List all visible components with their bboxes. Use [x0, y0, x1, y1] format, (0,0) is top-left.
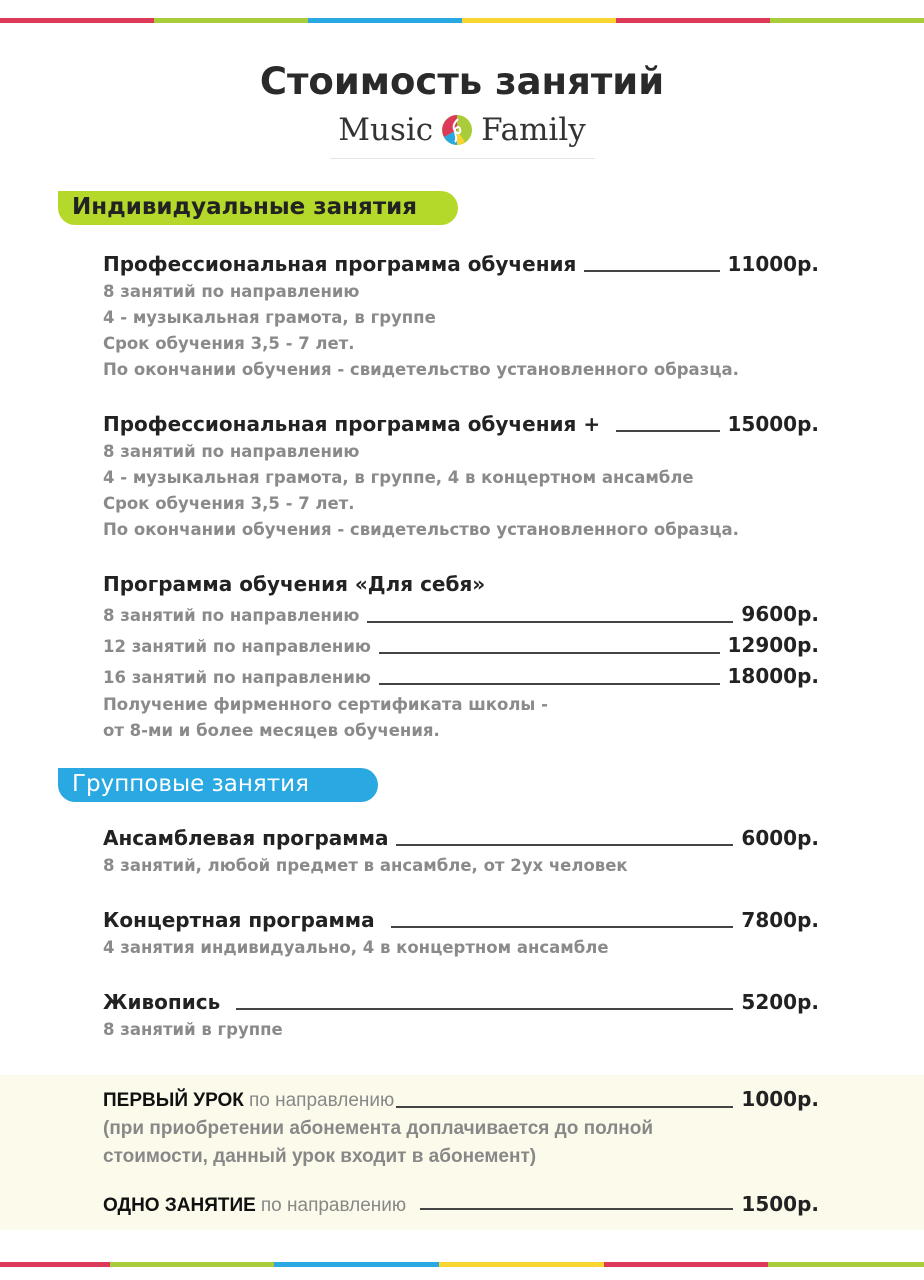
item-detail: 8 занятий по направлению: [103, 282, 360, 301]
item-price: 15000р.: [727, 412, 820, 436]
item-name: Ансамблевая программа: [103, 826, 389, 850]
treble-clef-logo-icon: [442, 115, 473, 145]
item-name: Концертная программа: [103, 908, 375, 932]
item-price: 6000р.: [741, 826, 819, 850]
item-name: ОДНО ЗАНЯТИЕ: [103, 1195, 256, 1216]
item-single-lesson: ОДНО ЗАНЯТИЕ по направлению 1500р.: [103, 1192, 819, 1217]
bottom-color-stripe: [0, 1262, 924, 1267]
item-name-rest: по направлению: [260, 1195, 407, 1216]
top-color-stripe: [0, 18, 924, 23]
section-badge-group: Групповые занятия: [58, 768, 378, 802]
item-price: 7800р.: [741, 908, 819, 932]
item-name: Программа обучения «Для себя»: [103, 572, 486, 596]
item-detail: 4 - музыкальная грамота, в группе: [103, 308, 436, 327]
section-badge-individual: Индивидуальные занятия: [58, 191, 458, 225]
item-detail: Срок обучения 3,5 - 7 лет.: [103, 334, 355, 353]
item-detail: По окончании обучения - свидетельство ус…: [103, 520, 739, 539]
item-price: 1500р.: [741, 1192, 819, 1216]
item-professional-plus: Профессиональная программа обучения + 150…: [103, 410, 819, 543]
item-detail: Срок обучения 3,5 - 7 лет.: [103, 494, 355, 513]
logo-text-family: Family: [481, 112, 586, 148]
item-detail: 8 занятий по направлению: [103, 442, 360, 461]
item-detail: (при приобретении абонемента доплачивает…: [103, 1118, 654, 1139]
item-detail: 8 занятий, любой предмет в ансамбле, от …: [103, 856, 628, 875]
item-price: 5200р.: [741, 990, 819, 1014]
item-detail: По окончании обучения - свидетельство ус…: [103, 360, 739, 379]
item-name: Профессиональная программа обучения: [103, 252, 577, 276]
item-name: Живопись: [103, 990, 221, 1014]
item-detail: 4 - музыкальная грамота, в группе, 4 в к…: [103, 468, 694, 487]
item-professional: Профессиональная программа обучения 11000…: [103, 250, 819, 383]
item-price: 1000р.: [741, 1087, 819, 1111]
option-price: 12900р.: [727, 633, 820, 657]
item-painting: Живопись 5200р. 8 занятий в группе: [103, 988, 819, 1043]
item-concert: Концертная программа 7800р. 4 занятия инд…: [103, 906, 819, 961]
item-detail: от 8-ми и более месяцев обучения.: [103, 721, 440, 740]
option-label: 8 занятий по направлению: [103, 606, 360, 625]
item-name: ПЕРВЫЙ УРОК: [103, 1090, 244, 1111]
item-price: 11000р.: [727, 252, 820, 276]
item-detail: Получение фирменного сертификата школы -: [103, 695, 548, 714]
page-title: Стоимость занятий: [259, 60, 665, 103]
option-price: 18000р.: [727, 664, 820, 688]
item-detail: 8 занятий в группе: [103, 1020, 283, 1039]
item-detail: стоимости, данный урок входит в абонемен…: [103, 1146, 537, 1167]
item-first-lesson: ПЕРВЫЙ УРОК по направлению 1000р. (при пр…: [103, 1085, 819, 1171]
item-for-self: Программа обучения «Для себя» 8 занятий …: [103, 570, 819, 744]
logo-text-music: Music: [338, 112, 434, 148]
option-price: 9600р.: [741, 602, 819, 626]
item-detail: 4 занятия индивидуально, 4 в концертном …: [103, 938, 609, 957]
divider: [330, 158, 595, 159]
option-label: 16 занятий по направлению: [103, 668, 371, 687]
item-ensemble: Ансамблевая программа 6000р. 8 занятий, л…: [103, 824, 819, 879]
option-label: 12 занятий по направлению: [103, 637, 371, 656]
lesson-note-panel: [0, 1075, 924, 1230]
item-name: Профессиональная программа обучения +: [103, 412, 601, 436]
item-name-rest: по направлению: [248, 1090, 395, 1111]
logo: Music Family: [0, 112, 924, 148]
